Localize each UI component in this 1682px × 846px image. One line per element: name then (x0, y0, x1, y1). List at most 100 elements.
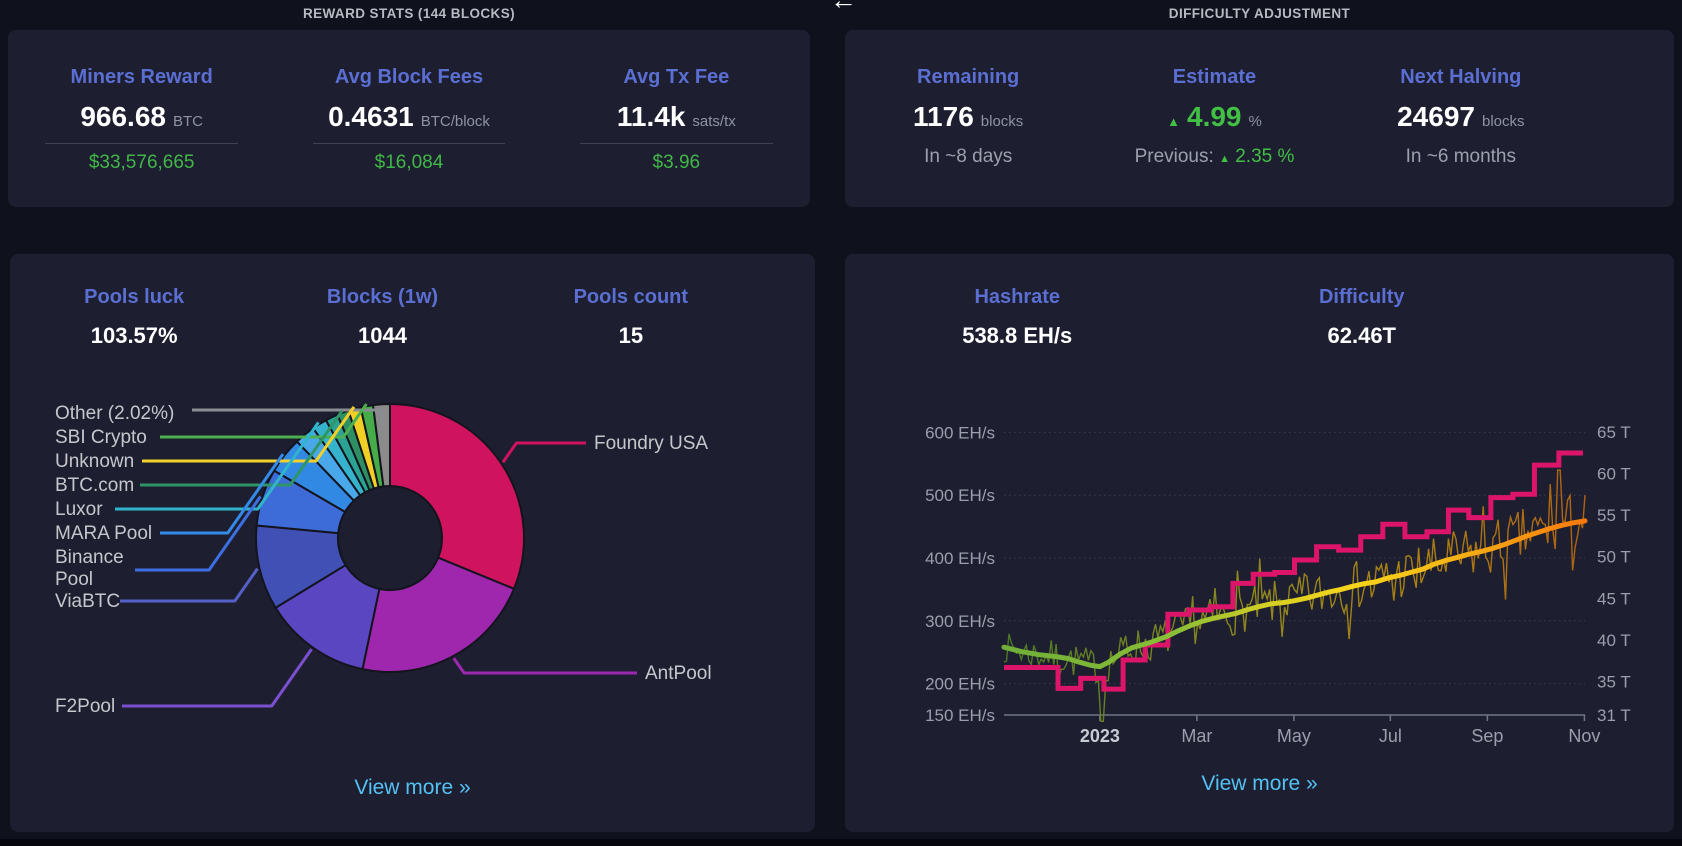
previous-value: 2.35 % (1235, 146, 1295, 167)
x-axis-tick-label: Jul (1379, 726, 1402, 746)
difficulty-step-line (1004, 450, 1583, 692)
stat-unit: % (1248, 113, 1262, 130)
pool-leader-line (452, 657, 637, 675)
x-axis-tick-label: 2023 (1080, 726, 1120, 746)
stat-usd-value: $16,084 (374, 152, 444, 173)
right-axis-tick-label: 35 T (1597, 673, 1631, 692)
stat-value: 103.57% (90, 323, 178, 348)
stat-value: 966.68 (80, 101, 166, 132)
stat-subtext: Previous: ▲ 2.35 % (1091, 146, 1337, 168)
pool-label[interactable]: ViaBTC (55, 591, 120, 612)
pool-label[interactable]: BTC.com (55, 475, 134, 496)
stat-label: Avg Tx Fee (623, 66, 730, 88)
left-axis-tick-label: 150 EH/s (925, 706, 995, 725)
stat-value: 62.46T (1327, 323, 1397, 348)
pool-leader-line (120, 567, 259, 603)
pool-leader-line (160, 403, 368, 439)
stat-miners-reward: Miners Reward 966.68 BTC $33,576,665 (8, 66, 275, 174)
stat-avg-block-fees: Avg Block Fees 0.4631 BTC/block $16,084 (275, 66, 542, 174)
stat-value: 1176 (913, 101, 974, 132)
hashrate-ma-line (1001, 518, 1588, 670)
pool-share-donut-chart: Other (2.02%) SBI Crypto Unknown BTC.com Lux… (55, 402, 712, 717)
hashrate-difficulty-panel: Hashrate 538.8 EH/s Difficulty 62.46T 60… (845, 254, 1674, 832)
pool-label[interactable]: SBI Crypto (55, 427, 147, 448)
stat-unit: blocks (1481, 113, 1525, 130)
bottom-strip (0, 839, 1682, 846)
stat-label: Blocks (1w) (326, 286, 439, 308)
stat-hashrate: Hashrate 538.8 EH/s (845, 286, 1190, 349)
right-axis-tick-label: 40 T (1597, 631, 1631, 650)
stat-value: 24697 (1397, 101, 1475, 132)
pool-label[interactable]: Luxor (55, 499, 103, 520)
stat-label: Remaining (917, 66, 1020, 88)
pool-leader-line (115, 421, 320, 511)
pool-label[interactable]: Binance (55, 547, 124, 568)
left-axis-tick-label: 500 EH/s (925, 486, 995, 505)
pie-slice-foundry-usa[interactable] (389, 402, 525, 591)
stat-value: 0.4631 (328, 101, 414, 132)
stat-value: 4.99 (1187, 101, 1242, 132)
stat-estimate: Estimate ▲ 4.99 % Previous: ▲ 2.35 % (1091, 66, 1337, 168)
pie-slice-other[interactable] (371, 402, 391, 488)
right-axis-tick-label: 65 T (1597, 423, 1631, 442)
x-axis-tick-label: Nov (1568, 726, 1600, 746)
pool-label[interactable]: AntPool (645, 663, 712, 684)
pools-view-more-link[interactable]: View more » (354, 776, 471, 799)
stat-label: Pools count (573, 286, 689, 308)
stat-value: 1044 (358, 323, 407, 348)
x-axis-tick-label: Sep (1471, 726, 1503, 746)
pool-label[interactable]: F2Pool (55, 696, 115, 717)
hashrate-view-more-link[interactable]: View more » (1201, 772, 1318, 795)
stat-usd-value: $33,576,665 (88, 152, 195, 173)
pool-leader-line (140, 409, 344, 487)
left-axis-tick-label: 200 EH/s (925, 675, 995, 694)
stat-label: Next Halving (1400, 66, 1522, 88)
right-axis-tick-label: 50 T (1597, 548, 1631, 567)
pool-leader-line (135, 495, 262, 572)
reward-stats-panel: Miners Reward 966.68 BTC $33,576,665 Avg… (8, 30, 810, 207)
arrow-up-icon: ▲ (1167, 114, 1180, 129)
stat-label: Hashrate (974, 286, 1061, 308)
reward-stats-title: REWARD STATS (144 BLOCKS) (302, 6, 515, 21)
stat-unit: BTC (172, 113, 203, 130)
pool-leader-line (192, 408, 384, 426)
stat-pools-count: Pools count 15 (507, 286, 755, 349)
left-axis-tick-label: 600 EH/s (925, 423, 995, 442)
stat-label: Avg Block Fees (334, 66, 484, 88)
mining-pools-panel: Pools luck 103.57% Blocks (1w) 1044 Pool… (10, 254, 815, 832)
stat-blocks-1w: Blocks (1w) 1044 (258, 286, 506, 349)
x-axis-tick-label: May (1277, 726, 1311, 746)
stat-difficulty: Difficulty 62.46T (1190, 286, 1535, 349)
divider (45, 143, 238, 144)
stat-label: Difficulty (1318, 286, 1405, 308)
hashrate-difficulty-chart: 600 EH/s 500 EH/s 400 EH/s 300 EH/s 200 EH/s… (925, 423, 1631, 746)
stat-unit: blocks (980, 113, 1024, 130)
arrow-up-icon: ▲ (1219, 153, 1230, 165)
pool-leader-line (142, 406, 356, 463)
left-axis-tick-label: 400 EH/s (925, 549, 995, 568)
pool-label[interactable]: Foundry USA (594, 433, 708, 454)
stat-subtext: In ~6 months (1405, 146, 1516, 167)
previous-label: Previous: (1134, 146, 1214, 167)
divider (312, 143, 506, 144)
stat-next-halving: Next Halving 24697 blocks In ~6 months (1338, 66, 1584, 168)
stat-label: Estimate (1172, 66, 1257, 88)
pool-label[interactable]: MARA Pool (55, 523, 152, 544)
pool-label[interactable]: Unknown (55, 451, 134, 472)
right-axis-tick-label: 55 T (1597, 506, 1631, 525)
stat-usd-value: $3.96 (652, 152, 701, 173)
stat-value: 538.8 EH/s (962, 323, 1073, 348)
x-axis-tick-label: Mar (1181, 726, 1212, 746)
right-axis-tick-label: 60 T (1597, 464, 1631, 483)
pool-leader-line (501, 441, 586, 464)
back-arrow-icon[interactable]: ← (830, 0, 900, 13)
pie-slice-antpool[interactable] (361, 556, 516, 673)
stat-value: 11.4k (616, 101, 686, 132)
left-axis-tick-label: 300 EH/s (925, 612, 995, 631)
pool-label[interactable]: Pool (55, 569, 93, 590)
difficulty-adjustment-title: DIFFICULTY ADJUSTMENT (1168, 6, 1351, 21)
pool-label[interactable]: Other (2.02%) (55, 403, 174, 424)
right-axis-tick-label: 45 T (1597, 589, 1631, 608)
stat-remaining: Remaining 1176 blocks In ~8 days (845, 66, 1091, 168)
difficulty-adjustment-panel: Remaining 1176 blocks In ~8 days Estimat… (845, 30, 1674, 207)
